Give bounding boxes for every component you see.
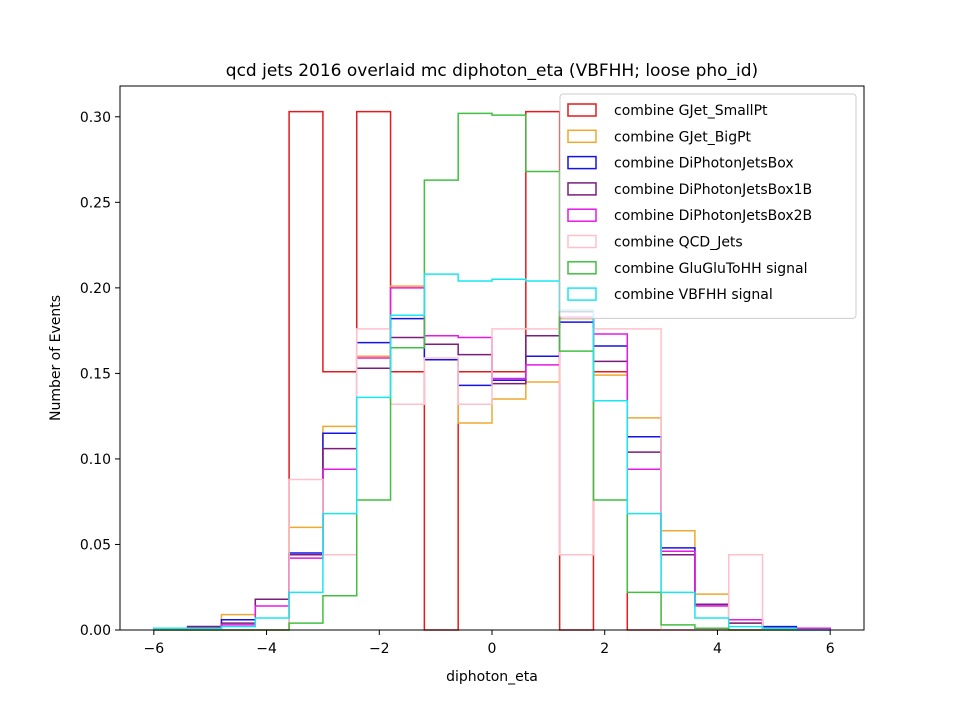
y-tick-label: 0.00 bbox=[80, 623, 111, 639]
x-tick-label: −4 bbox=[256, 641, 277, 657]
y-tick-label: 0.30 bbox=[80, 110, 111, 126]
legend-swatch bbox=[567, 103, 597, 117]
legend-entry: combine VBFHH signal bbox=[614, 287, 773, 303]
x-axis: −6 −4 −2 0 2 4 6 bbox=[143, 630, 835, 657]
x-tick-label: −2 bbox=[369, 641, 390, 657]
series-line-7 bbox=[153, 273, 831, 631]
y-axis-label: Number of Events bbox=[48, 295, 64, 421]
chart-title: qcd jets 2016 overlaid mc diphoton_eta (… bbox=[226, 61, 758, 81]
legend-entry: combine DiPhotonJetsBox2B bbox=[614, 208, 812, 224]
legend-entry: combine GJet_SmallPt bbox=[614, 103, 768, 119]
legend-entry: combine GJet_BigPt bbox=[614, 129, 752, 145]
legend-entry: combine DiPhotonJetsBox1B bbox=[614, 182, 812, 198]
legend-swatch bbox=[567, 234, 597, 249]
legend-swatch bbox=[567, 182, 597, 196]
legend-box bbox=[559, 93, 857, 319]
y-tick-label: 0.10 bbox=[80, 452, 111, 468]
series-line-6 bbox=[153, 112, 831, 631]
x-tick-label: 4 bbox=[713, 641, 722, 657]
x-tick-label: −6 bbox=[143, 641, 164, 657]
y-tick-label: 0.25 bbox=[80, 195, 111, 211]
x-axis-label: diphoton_eta bbox=[446, 669, 538, 685]
y-tick-label: 0.05 bbox=[80, 537, 111, 553]
legend-swatch bbox=[567, 155, 597, 170]
series-layer bbox=[153, 110, 831, 631]
legend-entry: combine QCD_Jets bbox=[614, 235, 743, 251]
series-line-5 bbox=[153, 328, 831, 631]
x-tick-label: 6 bbox=[826, 641, 835, 657]
y-tick-label: 0.15 bbox=[80, 366, 111, 382]
legend-entry: combine DiPhotonJetsBox bbox=[614, 156, 794, 172]
legend-entry: combine GluGluToHH signal bbox=[614, 261, 808, 277]
legend-swatch bbox=[567, 129, 597, 144]
y-tick-label: 0.20 bbox=[80, 281, 111, 297]
x-tick-label: 0 bbox=[488, 641, 497, 657]
y-axis: 0.00 0.05 0.10 0.15 0.20 0.25 0.30 bbox=[80, 110, 120, 639]
legend-swatch bbox=[567, 208, 597, 222]
legend-swatch bbox=[567, 261, 597, 275]
x-tick-label: 2 bbox=[600, 641, 609, 657]
legend-swatch bbox=[567, 287, 597, 301]
